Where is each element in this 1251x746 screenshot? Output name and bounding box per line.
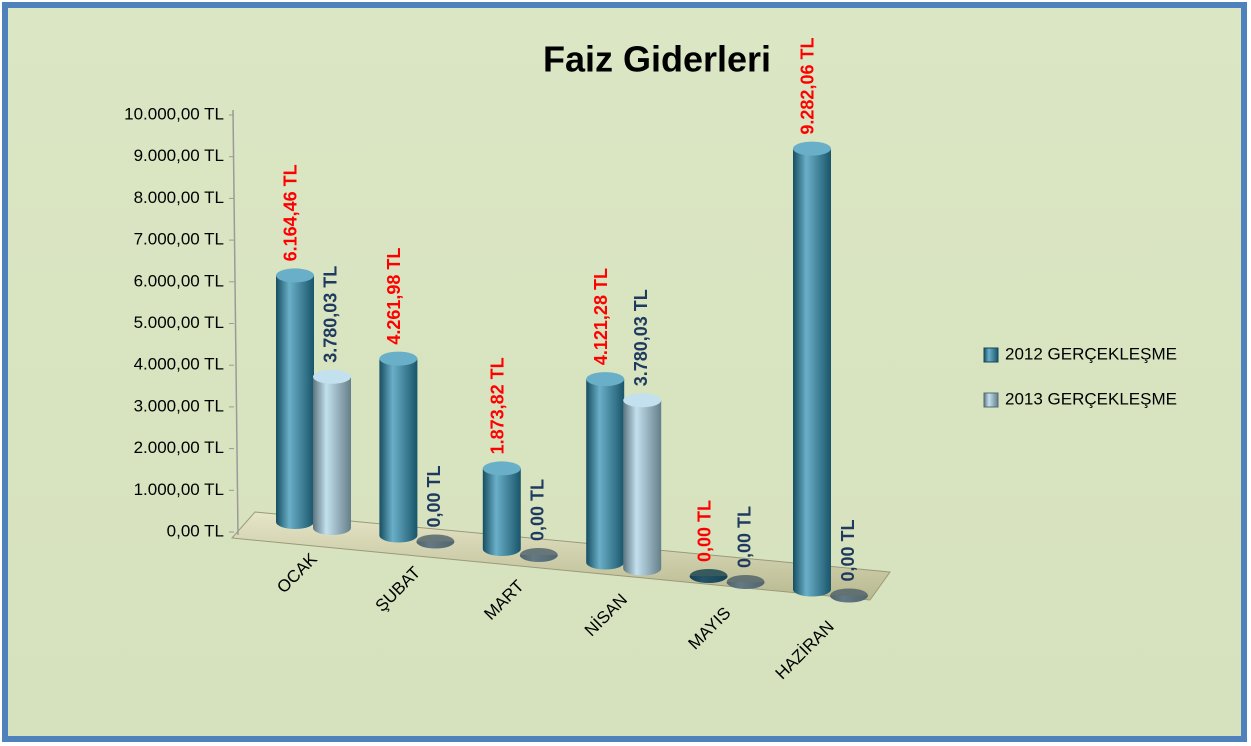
legend-swatch [983, 392, 999, 408]
value-label: 0,00 TL [838, 519, 858, 581]
bar [313, 376, 351, 535]
y-tick-label: 4.000,00 TL [134, 355, 224, 374]
value-label: 9.282,06 TL [798, 38, 818, 135]
value-label: 1.873,82 TL [488, 357, 508, 454]
value-label: 0,00 TL [694, 500, 714, 562]
bar-top [416, 534, 455, 549]
bar-top [519, 548, 558, 562]
bar-top [276, 268, 314, 283]
bar-top [379, 351, 418, 366]
y-tick-label: 8.000,00 TL [134, 188, 224, 207]
y-tick-label: 1.000,00 TL [134, 480, 224, 499]
bar-top [482, 461, 521, 476]
chart-title: Faiz Giderleri [543, 39, 771, 80]
bar [586, 379, 625, 570]
bar [793, 148, 831, 597]
y-tick-label: 7.000,00 TL [134, 230, 224, 249]
y-tick-label: 2.000,00 TL [134, 438, 224, 457]
value-label: 3.780,03 TL [321, 266, 341, 363]
y-tick-label: 9.000,00 TL [134, 146, 224, 165]
y-tick-label: 3.000,00 TL [134, 396, 224, 415]
legend-swatch [983, 347, 999, 363]
y-tick-label: 0,00 TL [167, 521, 224, 540]
y-axis [232, 109, 239, 536]
y-tick-label: 5.000,00 TL [134, 313, 224, 332]
legend-label: 2013 GERÇEKLEŞME [1005, 389, 1177, 408]
value-label: 6.164,46 TL [281, 164, 301, 261]
bar-top [586, 372, 625, 387]
bar-top [623, 393, 662, 408]
bar-top [689, 569, 728, 583]
y-tick-label: 6.000,00 TL [134, 271, 224, 290]
bar [379, 358, 418, 543]
value-label: 3.780,03 TL [631, 289, 651, 386]
legend-label: 2012 GERÇEKLEŞME [1005, 344, 1177, 363]
value-label: 4.261,98 TL [384, 248, 404, 345]
bar [623, 400, 662, 576]
y-tick-label: 10.000,00 TL [124, 104, 224, 123]
value-label: 0,00 TL [734, 506, 754, 568]
value-label: 0,00 TL [528, 479, 548, 541]
bar-top [313, 369, 351, 384]
bar-top [793, 141, 831, 156]
bar [276, 275, 314, 529]
bar-top [830, 588, 868, 603]
value-label: 4.121,28 TL [591, 268, 611, 365]
bar [482, 468, 521, 556]
bar-top [726, 575, 765, 589]
value-label: 0,00 TL [424, 465, 444, 527]
